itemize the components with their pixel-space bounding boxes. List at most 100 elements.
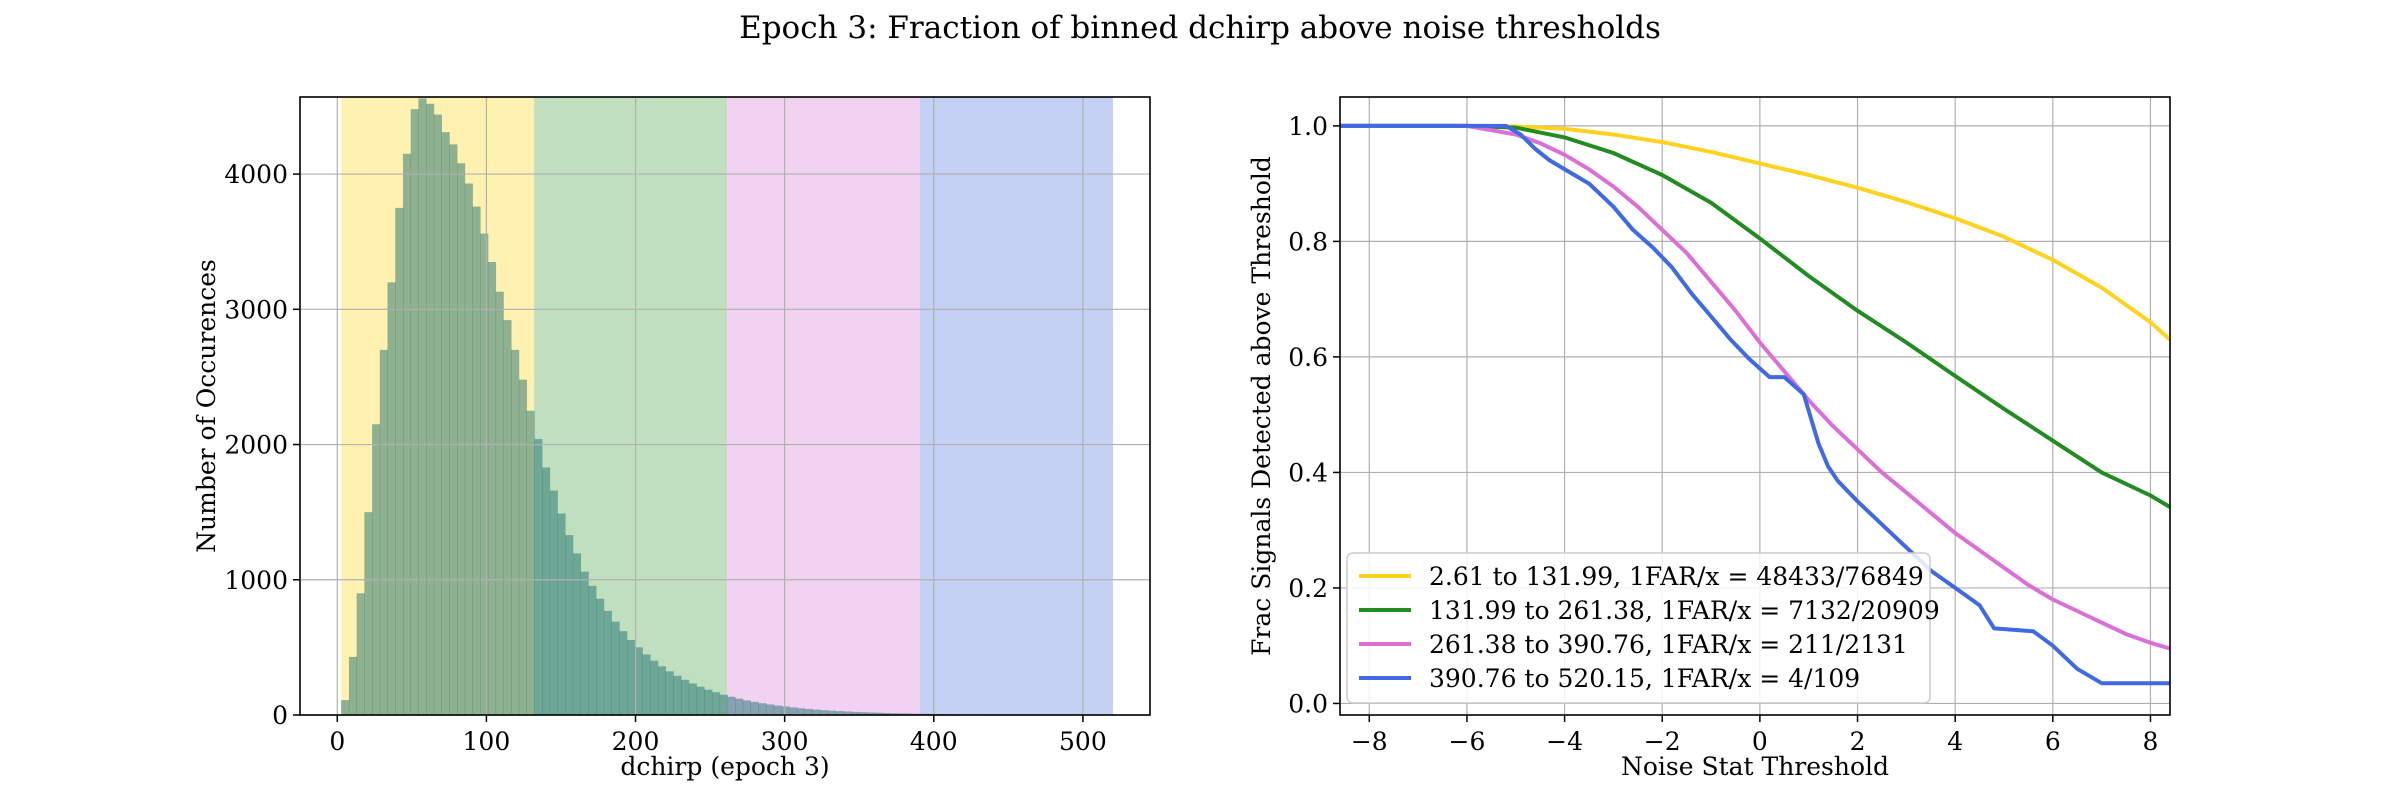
histogram-bar — [565, 535, 574, 715]
series-line-1 — [1340, 123, 2170, 342]
x-tick-label: 300 — [761, 727, 809, 756]
histogram-bar — [549, 490, 558, 715]
histogram-bar — [542, 467, 551, 715]
histogram-bar — [433, 114, 442, 715]
histogram-bar — [503, 320, 512, 715]
y-tick-label: 0.6 — [1288, 343, 1328, 372]
x-tick-label: 500 — [1059, 727, 1107, 756]
histogram-bar — [843, 711, 852, 715]
x-tick-label: 200 — [612, 727, 660, 756]
histogram-bar — [341, 700, 350, 715]
histogram-bar — [742, 700, 751, 715]
legend-box — [1346, 552, 1931, 704]
legend-label-2: 131.99 to 261.38, 1FAR/x = 7132/20909 — [1429, 596, 1940, 625]
histogram-bar — [719, 694, 728, 715]
histogram-bar — [418, 98, 427, 715]
legend-label-1: 2.61 to 131.99, 1FAR/x = 48433/76849 — [1429, 562, 1924, 591]
histogram-bar — [727, 696, 736, 715]
histogram-bar — [395, 207, 404, 715]
range-band-4 — [919, 97, 1113, 715]
histogram-bar — [897, 713, 906, 715]
histogram-bar — [874, 712, 883, 715]
y-tick-label: 0.0 — [1288, 689, 1328, 718]
histogram-bar — [820, 710, 829, 715]
histogram-bar — [657, 666, 667, 715]
histogram-bar — [735, 698, 744, 715]
histogram-bar — [750, 701, 759, 715]
histogram-bar — [603, 610, 612, 715]
histogram-bar — [518, 379, 527, 715]
histogram-bar — [796, 708, 806, 715]
histogram-bar — [402, 153, 412, 715]
histogram-bar — [626, 639, 636, 715]
histogram-bar — [487, 261, 497, 715]
histogram-bar — [511, 349, 520, 715]
histogram-bar — [704, 689, 713, 715]
y-tick-label: 1.0 — [1288, 112, 1328, 141]
x-axis-label: Noise Stat Threshold — [1621, 752, 1889, 781]
x-tick-label: 100 — [463, 727, 511, 756]
histogram-bar — [572, 553, 582, 715]
x-tick-label: 0 — [1752, 727, 1768, 756]
y-tick-label: 0 — [272, 701, 288, 730]
y-tick-label: 3000 — [224, 295, 288, 324]
histogram-bar — [526, 410, 535, 715]
x-tick-label: 8 — [2143, 727, 2159, 756]
histogram-bar — [495, 291, 504, 715]
histogram-bar — [364, 512, 373, 715]
histogram-bar — [372, 424, 381, 715]
histogram-bar — [866, 712, 875, 715]
histogram-bar — [410, 109, 419, 716]
histogram-bar — [619, 631, 628, 715]
y-tick-label: 2000 — [224, 431, 288, 460]
figure-title: Epoch 3: Fraction of binned dchirp above… — [739, 10, 1661, 46]
histogram-bar — [881, 712, 891, 715]
histogram-bar — [441, 132, 450, 716]
histogram-bar — [696, 686, 705, 715]
histogram-bar — [449, 144, 458, 715]
threshold-curve-axes: −8 −6 −4 −2 0 2 4 6 8 0.0 0.2 0.4 0.6 0.8 1.0 Noise Sta… — [1247, 96, 2171, 781]
histogram-bar — [379, 349, 388, 715]
x-tick-label: −6 — [1449, 727, 1486, 756]
legend-label-3: 261.38 to 390.76, 1FAR/x = 211/2131 — [1429, 630, 1908, 659]
histogram-bar — [611, 621, 620, 715]
histogram-bar — [827, 710, 836, 715]
histogram-bar — [480, 233, 489, 715]
x-tick-label: −8 — [1351, 727, 1388, 756]
x-tick-label: 2 — [1850, 727, 1866, 756]
range-band-3 — [727, 97, 920, 715]
histogram-bar — [781, 706, 790, 715]
series-line-4 — [1340, 123, 2170, 686]
histogram-bar — [681, 679, 690, 715]
histogram-bar — [356, 593, 365, 715]
x-tick-label: 4 — [1947, 727, 1963, 756]
histogram-bar — [665, 671, 674, 715]
histogram-bar — [766, 704, 775, 715]
y-tick-label: 0.8 — [1288, 227, 1328, 256]
legend-label-4: 390.76 to 520.15, 1FAR/x = 4/109 — [1429, 664, 1860, 693]
histogram-bar — [835, 711, 844, 715]
histogram-bar — [773, 705, 782, 715]
histogram-bar — [534, 439, 543, 715]
axes-frame — [299, 96, 1151, 716]
x-tick-label: −2 — [1644, 727, 1681, 756]
histogram-bar — [464, 183, 473, 715]
histogram-bar — [812, 709, 821, 715]
x-tick-label: −4 — [1546, 727, 1583, 756]
x-tick-label: 6 — [2045, 727, 2061, 756]
histogram-bar — [557, 513, 566, 715]
histogram-bar — [426, 103, 435, 716]
series-line-3 — [1340, 123, 2170, 651]
histogram-bar — [804, 708, 813, 715]
legend: 2.61 to 131.99, 1FAR/x = 48433/76849 131.… — [1346, 552, 1940, 704]
histogram-bar — [850, 711, 860, 715]
y-tick-label: 0.2 — [1288, 574, 1328, 603]
histogram-bar — [580, 571, 589, 715]
histogram-bar — [588, 585, 597, 715]
histogram-bar — [634, 647, 643, 715]
x-tick-label: 400 — [910, 727, 958, 756]
x-tick-label: 0 — [329, 727, 345, 756]
y-tick-label: 1000 — [224, 566, 288, 595]
y-axis-label: Number of Occurences — [192, 259, 221, 553]
